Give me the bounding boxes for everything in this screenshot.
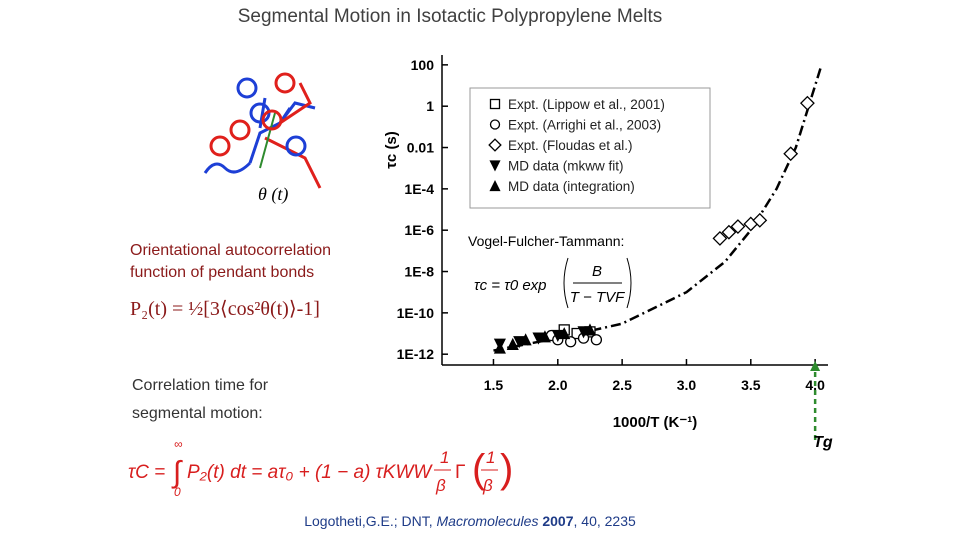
vft-lhs: τc = τ0 exp	[474, 277, 547, 294]
circle-marker	[565, 336, 577, 348]
triangle-marker	[583, 323, 597, 336]
eq-den: β	[435, 476, 446, 495]
triangle-marker	[513, 336, 526, 349]
triangle-marker	[577, 326, 590, 339]
triangle-marker	[493, 338, 506, 351]
y-tick-label: 1E-12	[397, 346, 435, 362]
circle-marker	[489, 119, 501, 130]
eq-lhs: τC =	[128, 462, 165, 483]
triangle-marker	[489, 180, 501, 192]
triangle-marker	[506, 337, 519, 350]
correlation-caption: Correlation time for segmental motion:	[132, 372, 268, 428]
triangle-marker	[551, 329, 564, 342]
citation-authors: Logotheti,G.E.; DNT,	[304, 513, 433, 529]
eq-lower: 0	[174, 485, 181, 499]
y-tick-label: 1E-10	[397, 305, 435, 321]
x-tick-label: 4.0	[805, 377, 825, 393]
x-tick-label: 2.0	[548, 377, 568, 393]
caption-line: Correlation time for	[132, 377, 269, 394]
paren	[563, 257, 632, 309]
legend-box	[469, 87, 711, 209]
diamond-marker	[488, 138, 502, 152]
tg-arrow-head	[810, 361, 821, 371]
diamond-marker	[799, 95, 815, 111]
legend-label: MD data (mkww fit)	[508, 159, 624, 174]
autocorrelation-caption: Orientational autocorrelation function o…	[130, 240, 331, 284]
y-tick-label: 0.01	[407, 140, 434, 156]
vft-curve	[493, 64, 823, 352]
diamond-marker	[721, 224, 737, 240]
circle-marker	[545, 329, 558, 342]
triangle-marker	[538, 330, 551, 343]
y-tick-label: 1	[426, 98, 434, 114]
square-marker	[584, 326, 596, 338]
eq-upper: ∞	[174, 438, 183, 451]
y-tick-label: 1E-4	[404, 181, 434, 197]
circle-marker	[590, 334, 603, 346]
y-tick-label: 100	[411, 57, 435, 73]
x-tick-label: 2.5	[612, 377, 632, 393]
x-tick-label: 3.0	[677, 377, 697, 393]
slide-title: Segmental Motion in Isotactic Polypropyl…	[237, 6, 663, 27]
square-marker	[558, 324, 570, 336]
eq-body: P₂(t) dt = aτ₀ + (1 − a) τKWW	[187, 462, 433, 483]
caption-line: Orientational autocorrelation	[130, 242, 332, 259]
caption-line: segmental motion:	[132, 405, 263, 422]
vft-label: Vogel-Fulcher-Tammann:	[468, 233, 624, 249]
circle-marker	[552, 334, 564, 346]
y-axis-title: τc (s)	[383, 131, 400, 169]
legend-label: Expt. (Lippow et al., 2001)	[508, 97, 665, 112]
kww-equation: τC = ∫ ∞ 0 P₂(t) dt = aτ₀ + (1 − a) τKWW…	[128, 438, 513, 499]
circle-marker	[577, 332, 590, 344]
y-tick-label: 1E-6	[404, 222, 434, 238]
p2-formula: P₂(t) = ½[3⟨cos²θ(t)⟩-1]	[130, 298, 320, 320]
legend-label: MD data (integration)	[508, 179, 635, 194]
citation: Logotheti,G.E.; DNT, Macromolecules 2007…	[0, 513, 940, 529]
eq-gamma: Γ	[455, 462, 465, 483]
square-marker	[489, 98, 501, 110]
diamond-marker	[712, 230, 728, 246]
chart-background	[370, 50, 832, 435]
caption-line: function of pendant bonds	[130, 264, 315, 281]
citation-year: 2007	[542, 513, 574, 529]
triangle-marker	[489, 160, 501, 172]
eq-num: 1	[440, 448, 449, 467]
molecule-sketch	[203, 72, 322, 189]
eq-den: β	[482, 476, 493, 495]
square-marker	[571, 327, 583, 340]
triangle-marker	[558, 327, 571, 340]
paren: )	[500, 447, 513, 491]
triangle-marker	[532, 332, 545, 345]
diamond-marker	[730, 219, 746, 234]
y-tick-label: 1E-8	[404, 264, 434, 280]
vft-den: T − TVF	[570, 289, 625, 306]
eq-integral: ∫	[171, 456, 183, 489]
tg-label: Tg	[813, 434, 833, 451]
citation-rest: , 40, 2235	[573, 513, 636, 529]
legend-label: Expt. (Arrighi et al., 2003)	[508, 118, 661, 133]
legend-label: Expt. (Floudas et al.)	[508, 138, 633, 153]
x-tick-label: 1.5	[484, 377, 504, 393]
x-axis-title: 1000/T (K⁻¹)	[613, 414, 698, 431]
diamond-marker	[752, 212, 768, 228]
triangle-marker	[519, 333, 532, 346]
citation-journal: Macromolecules	[436, 513, 539, 529]
paren: (	[472, 447, 486, 491]
eq-num: 1	[486, 448, 495, 467]
diamond-marker	[783, 146, 799, 162]
triangle-marker	[493, 341, 506, 354]
angle-label: θ (t)	[258, 184, 289, 204]
diamond-marker	[743, 216, 759, 232]
vft-num: B	[592, 263, 602, 280]
x-tick-label: 3.5	[741, 377, 761, 393]
